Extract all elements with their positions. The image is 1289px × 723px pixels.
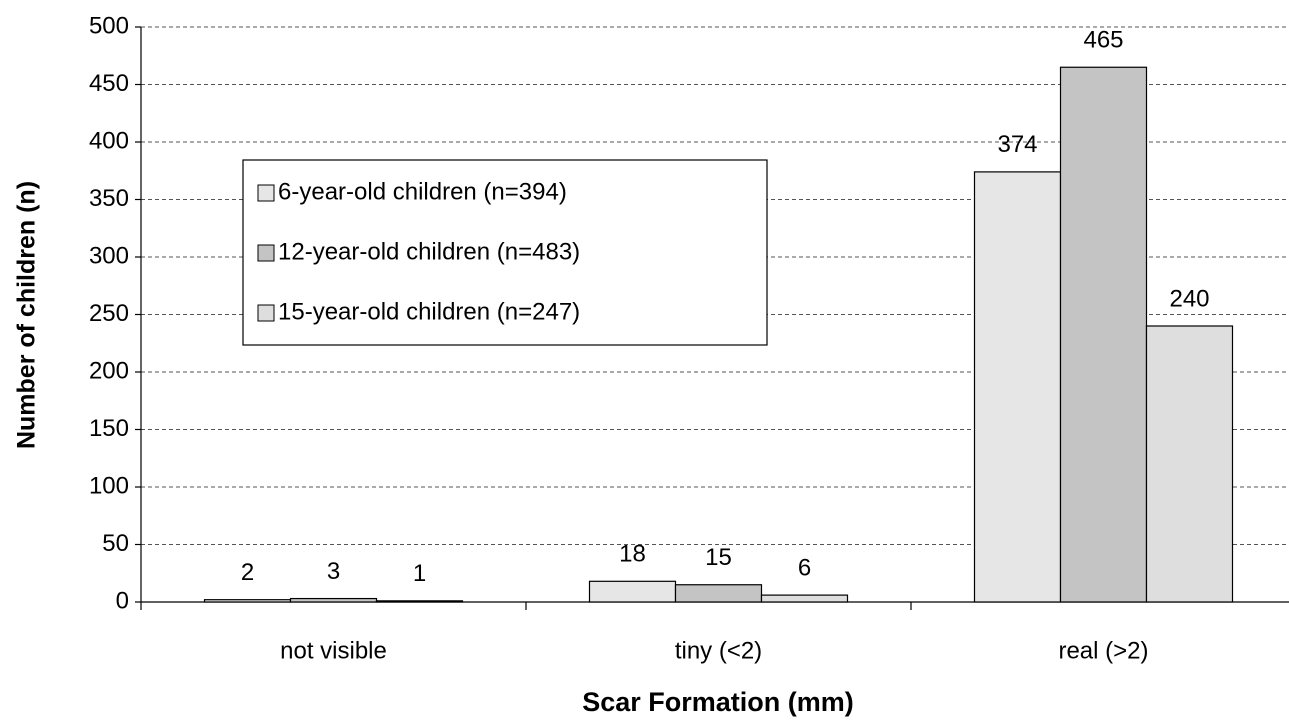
legend-label: 15-year-old children (n=247) [278,298,580,325]
y-axis-title: Number of children (n) [13,181,41,449]
data-label: 15 [705,544,732,571]
x-tick-label: tiny (<2) [675,637,762,664]
bar [674,584,763,603]
legend-swatch [257,244,275,262]
y-tick-label: 0 [116,587,129,614]
x-axis-title: Scar Formation (mm) [582,687,854,717]
y-tick-label: 300 [89,242,129,269]
y-tick-label: 100 [89,472,129,499]
data-label: 374 [997,131,1037,158]
y-tick-label: 400 [89,127,129,154]
bar [289,597,378,603]
y-tick-label: 150 [89,415,129,442]
data-label: 18 [619,541,646,568]
y-tick-label: 500 [89,12,129,39]
bar [588,580,677,603]
legend-swatch [257,304,275,322]
bar [1059,66,1148,603]
legend-box [242,159,768,346]
data-label: 465 [1083,27,1123,54]
x-tick-label: real (>2) [1058,637,1148,664]
legend-swatch [257,184,275,202]
x-tick-label: not visible [280,637,387,664]
legend-label: 12-year-old children (n=483) [278,238,580,265]
bar [203,599,292,603]
data-label: 2 [241,559,254,586]
bar [760,594,849,603]
y-tick-label: 200 [89,357,129,384]
bar [1145,325,1234,603]
y-tick-label: 250 [89,300,129,327]
y-tick-label: 350 [89,185,129,212]
legend-label: 6-year-old children (n=394) [278,178,567,205]
data-label: 1 [413,560,426,587]
data-label: 3 [327,558,340,585]
data-label: 240 [1169,285,1209,312]
data-label: 6 [798,554,811,581]
bar [375,600,464,603]
y-tick-label: 450 [89,70,129,97]
y-tick-label: 50 [102,530,129,557]
bar [973,171,1062,603]
